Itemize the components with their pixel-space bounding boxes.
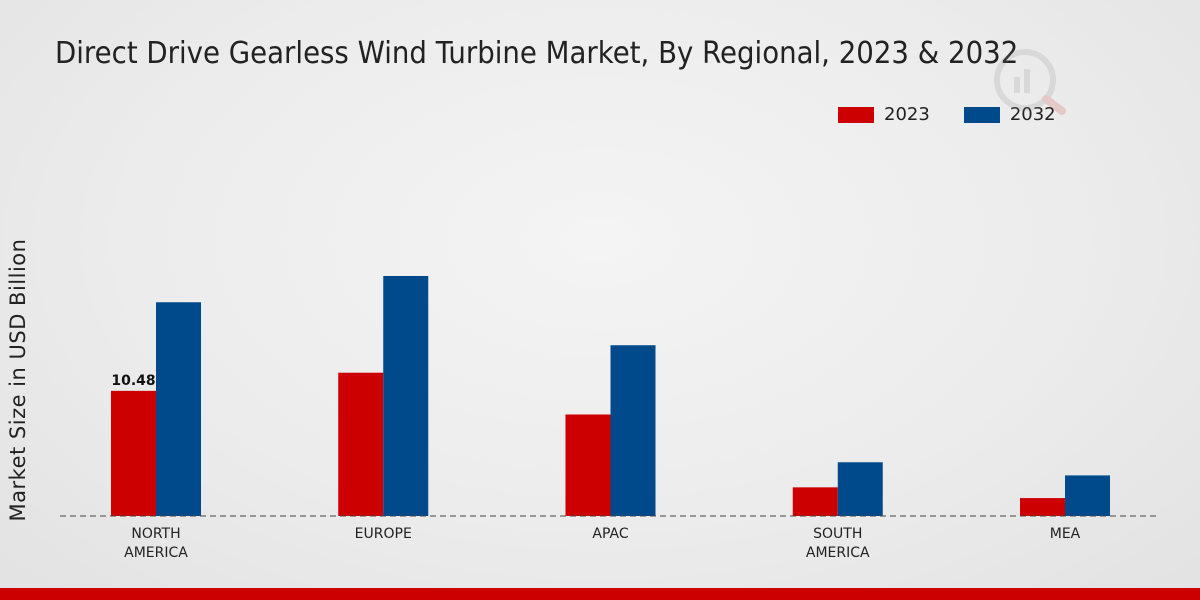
bar-2023-mea [1020,498,1065,516]
bar-2023-europe [338,372,384,516]
legend-swatch-2032 [963,106,1000,123]
bar-2032-north-america [156,302,201,516]
bar-2032-south-america [837,462,883,516]
x-tick-label: SOUTH [813,526,862,542]
bar-2023-north-america [111,390,156,516]
bar-2032-mea [1065,475,1110,516]
x-tick-label: AMERICA [806,545,870,561]
x-tick-label: EUROPE [355,526,412,542]
bar-2023-apac [565,414,611,516]
x-tick-label: NORTH [131,526,180,542]
bar-2023-south-america [792,487,838,516]
x-tick-label: APAC [592,526,628,542]
bottom-accent-bar [0,588,1200,600]
legend-swatch-2023 [838,106,874,123]
legend-label-2023: 2023 [884,104,930,125]
chart-title: Direct Drive Gearless Wind Turbine Marke… [55,36,1019,71]
watermark-logo-icon [994,49,1066,115]
legend: 2023 2032 [838,104,1090,125]
x-tick-label: MEA [1050,526,1081,542]
x-tick-label: AMERICA [124,545,188,561]
bar-2032-europe [383,275,429,516]
legend-item-2032: 2032 [963,104,1056,125]
legend-label-2032: 2032 [1009,104,1056,125]
bar-2032-apac [610,345,656,516]
legend-item-2023: 2023 [838,104,930,125]
data-label: 10.48 [111,373,155,389]
